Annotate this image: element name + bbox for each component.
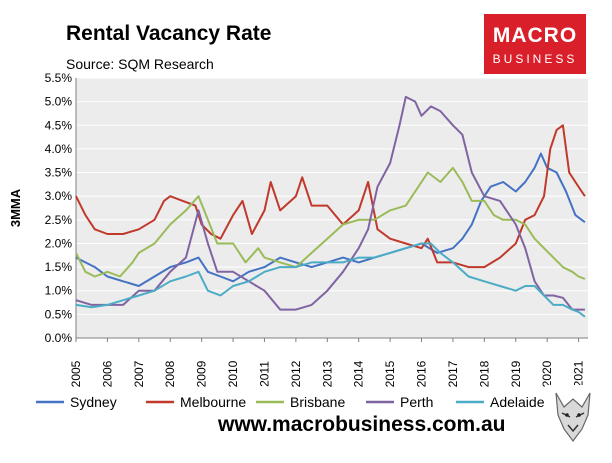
- y-tick-label: 2.5%: [45, 213, 73, 227]
- website-url: www.macrobusiness.com.au: [218, 413, 506, 436]
- series-line-brisbane: [75, 166, 586, 280]
- y-tick-label: 0.0%: [45, 331, 73, 345]
- legend-label-brisbane: Brisbane: [290, 394, 345, 410]
- chart-subtitle: Source: SQM Research: [66, 56, 214, 72]
- plot-area: [76, 78, 588, 338]
- x-tick-label: 2020: [540, 360, 554, 387]
- wolf-logo-icon: [548, 385, 598, 447]
- x-tick-label: 2011: [257, 361, 271, 387]
- x-tick-label: 2006: [100, 360, 114, 387]
- y-tick-label: 5.0%: [45, 95, 73, 109]
- legend-label-perth: Perth: [400, 394, 433, 410]
- macrobusiness-logo: MACRO BUSINESS: [484, 14, 586, 74]
- y-tick-label: 3.5%: [45, 166, 73, 180]
- y-tick-label: 4.5%: [45, 118, 73, 132]
- x-tick-label: 2005: [69, 360, 83, 387]
- y-tick-label: 3.0%: [45, 189, 73, 203]
- x-tick-label: 2021: [572, 360, 586, 387]
- legend-label-melbourne: Melbourne: [180, 394, 246, 410]
- x-tick-label: 2013: [320, 360, 334, 387]
- chart-title: Rental Vacancy Rate: [66, 22, 272, 45]
- x-tick-label: 2017: [446, 360, 460, 387]
- x-tick-label: 2016: [415, 360, 429, 387]
- series-line-melbourne: [75, 124, 586, 269]
- y-tick-label: 1.0%: [45, 284, 73, 298]
- y-axis-label: 3MMA: [8, 188, 23, 227]
- y-tick-label: 0.5%: [45, 307, 73, 321]
- x-tick-label: 2010: [226, 360, 240, 387]
- x-tick-label: 2007: [132, 360, 146, 387]
- logo-line-2: BUSINESS: [492, 52, 578, 66]
- x-tick-label: 2012: [289, 360, 303, 387]
- series-line-perth: [75, 95, 585, 311]
- logo-line-1: MACRO: [492, 24, 578, 47]
- y-tick-label: 5.5%: [45, 71, 73, 85]
- x-tick-label: 2008: [163, 360, 177, 387]
- series-line-adelaide: [75, 242, 586, 318]
- series-line-sydney: [75, 152, 586, 287]
- x-tick-label: 2015: [383, 360, 397, 387]
- x-tick-label: 2019: [509, 360, 523, 387]
- legend-label-adelaide: Adelaide: [490, 394, 545, 410]
- legend-label-sydney: Sydney: [70, 394, 117, 410]
- x-tick-label: 2018: [477, 360, 491, 387]
- x-tick-label: 2014: [352, 360, 366, 387]
- y-tick-label: 2.0%: [45, 236, 73, 250]
- x-tick-label: 2009: [195, 360, 209, 387]
- y-tick-label: 4.0%: [45, 142, 73, 156]
- y-tick-label: 1.5%: [45, 260, 73, 274]
